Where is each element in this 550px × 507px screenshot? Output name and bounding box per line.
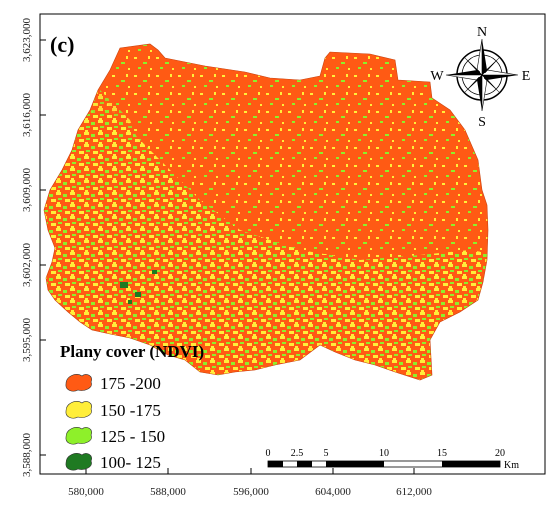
- x-axis: 580,000 588,000 596,000 604,000 612,000: [68, 468, 432, 498]
- y-axis: 3,623,000 3,616,000 3,609,000 3,602,000 …: [21, 18, 46, 478]
- legend-item: 125 - 150: [65, 427, 165, 446]
- y-tick-label: 3,609,000: [21, 168, 33, 213]
- y-tick-label: 3,595,000: [21, 318, 33, 363]
- scale-label: 15: [437, 448, 447, 459]
- legend-swatch: [65, 427, 92, 445]
- legend-item: 175 -200: [65, 374, 161, 393]
- scale-label: 20: [495, 448, 505, 459]
- scale-unit: Km: [504, 460, 519, 471]
- legend: Plany cover (NDVI) 175 -200 150 -175 125…: [60, 342, 204, 472]
- y-tick-label: 3,588,000: [21, 433, 33, 478]
- study-area: [44, 44, 488, 380]
- y-tick-label: 3,623,000: [21, 18, 33, 63]
- legend-swatch: [65, 401, 92, 419]
- compass-north-label: N: [477, 25, 487, 40]
- panel-label: (c): [50, 32, 74, 57]
- legend-label: 100- 125: [100, 453, 161, 472]
- compass-east-label: E: [522, 69, 531, 84]
- compass-rose-icon: N S E W: [430, 25, 530, 130]
- legend-swatch: [65, 453, 92, 471]
- scale-bar: 0 2.5 5 10 15 20 Km: [266, 448, 520, 471]
- compass-west-label: W: [430, 69, 444, 84]
- x-tick-label: 612,000: [396, 486, 432, 498]
- x-tick-label: 580,000: [68, 486, 104, 498]
- legend-item: 100- 125: [65, 453, 161, 472]
- scale-label: 10: [379, 448, 389, 459]
- scale-label: 2.5: [291, 448, 304, 459]
- study-area-outline: [43, 43, 489, 381]
- scale-label: 5: [324, 448, 329, 459]
- y-tick-label: 3,602,000: [21, 243, 33, 288]
- x-tick-label: 588,000: [150, 486, 186, 498]
- y-tick-label: 3,616,000: [21, 93, 33, 138]
- legend-label: 175 -200: [100, 374, 161, 393]
- legend-label: 150 -175: [100, 401, 161, 420]
- legend-label: 125 - 150: [100, 427, 165, 446]
- legend-swatch: [65, 374, 92, 392]
- legend-item: 150 -175: [65, 401, 161, 420]
- scale-label: 0: [266, 448, 271, 459]
- x-tick-label: 604,000: [315, 486, 351, 498]
- compass-south-label: S: [478, 115, 486, 130]
- legend-title: Plany cover (NDVI): [60, 342, 204, 361]
- x-tick-label: 596,000: [233, 486, 269, 498]
